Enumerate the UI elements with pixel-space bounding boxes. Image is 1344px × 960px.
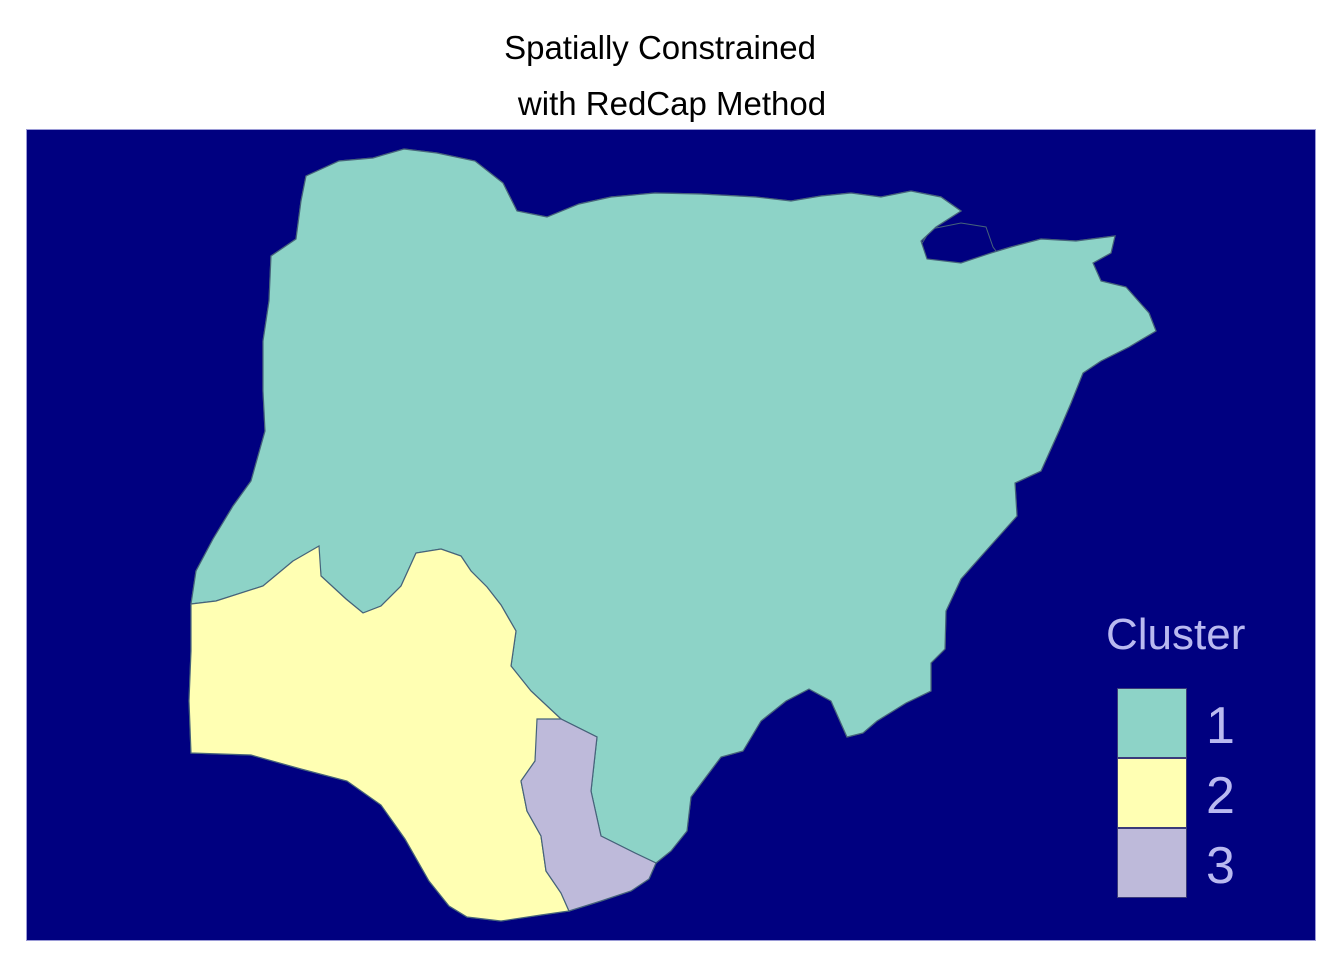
choropleth-map bbox=[27, 130, 1315, 940]
legend-label-cluster-3: 3 bbox=[1206, 837, 1235, 895]
legend-key-cluster-2 bbox=[1117, 758, 1187, 828]
legend-key-cluster-3 bbox=[1117, 828, 1187, 898]
legend-label-cluster-1: 1 bbox=[1206, 697, 1235, 755]
legend-key-cluster-1 bbox=[1117, 688, 1187, 758]
map-title-line-1: Spatially Constrained bbox=[504, 29, 816, 66]
legend-title: Cluster bbox=[1106, 610, 1246, 659]
map-title-line-2: with RedCap Method bbox=[517, 85, 827, 122]
map-panel bbox=[26, 129, 1316, 941]
legend-label-cluster-2: 2 bbox=[1206, 767, 1235, 825]
